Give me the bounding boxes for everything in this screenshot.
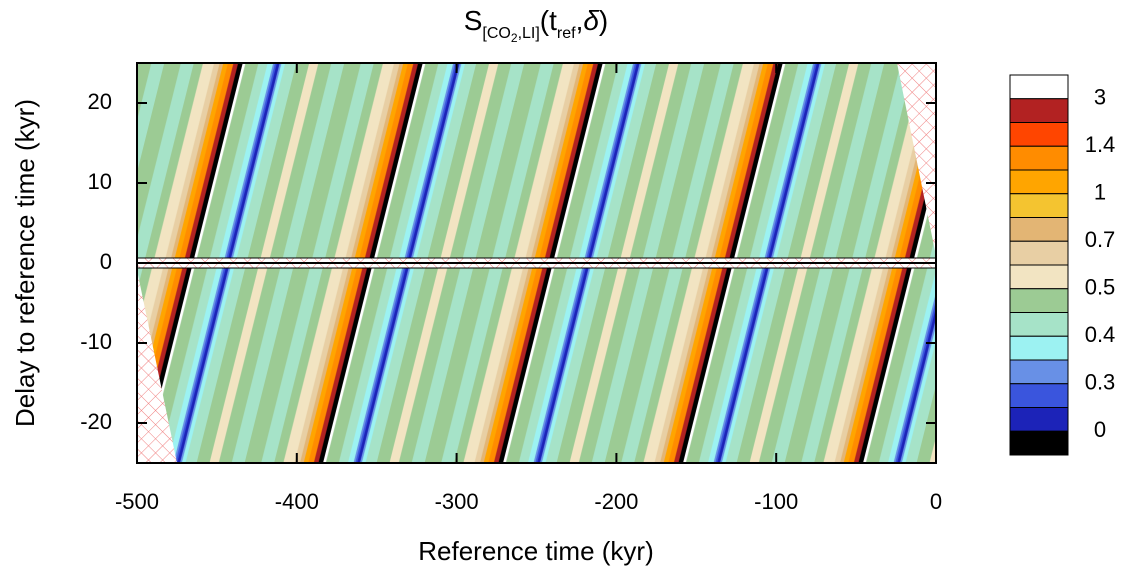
title-part: (t xyxy=(540,5,557,36)
colorbar-box xyxy=(1009,359,1069,385)
x-tick-label: -100 xyxy=(754,489,798,514)
title-part: ,LI] xyxy=(518,25,540,42)
colorbar-box xyxy=(1009,312,1069,337)
colorbar-label: 1.4 xyxy=(1085,132,1116,157)
colorbar-box xyxy=(1009,169,1069,195)
y-tick-label: 0 xyxy=(100,249,112,274)
x-tick-label: 0 xyxy=(930,489,942,514)
title-part: δ xyxy=(583,5,599,36)
title-part: S xyxy=(464,5,483,36)
colorbar-label: 0.3 xyxy=(1085,370,1116,395)
colorbar-label: 3 xyxy=(1094,85,1106,110)
y-axis-label: Delay to reference time (kyr) xyxy=(10,99,40,427)
colorbar-box xyxy=(1009,407,1069,432)
x-tick-label: -300 xyxy=(435,489,479,514)
x-tick-label: -400 xyxy=(275,489,319,514)
colorbar-box xyxy=(1009,217,1069,242)
colorbar-label: 0.5 xyxy=(1085,275,1116,300)
title-part: ) xyxy=(599,5,608,36)
colorbar-label: 0 xyxy=(1094,417,1106,442)
colorbar-box xyxy=(1009,264,1069,290)
colorbar-box xyxy=(1009,145,1069,171)
colorbar-box xyxy=(1009,122,1069,147)
colorbar-box xyxy=(1009,288,1069,313)
y-tick-label: 10 xyxy=(88,169,112,194)
colorbar-label: 1 xyxy=(1094,180,1106,205)
colorbar-box xyxy=(1009,193,1069,218)
colorbar: 3 1.4 1 0.7 0.5 0.4 0.3 0 xyxy=(1009,74,1116,456)
title-part: ref xyxy=(557,25,576,42)
colorbar-box xyxy=(1009,98,1069,123)
colorbar-box xyxy=(1009,240,1069,266)
colorbar-box xyxy=(1009,430,1069,456)
chart-title: S[CO2,LI](tref,δ) xyxy=(464,5,609,45)
masked-region xyxy=(137,270,177,463)
y-tick-label: -20 xyxy=(80,409,112,434)
y-tick-label: -10 xyxy=(80,329,112,354)
x-axis-label: Reference time (kyr) xyxy=(418,536,654,566)
x-tick-label: -500 xyxy=(115,489,159,514)
title-part: , xyxy=(576,5,584,36)
colorbar-label: 0.4 xyxy=(1085,322,1116,347)
colorbar-box xyxy=(1009,74,1069,100)
colorbar-box xyxy=(1009,335,1069,361)
y-tick-label: 20 xyxy=(88,89,112,114)
colorbar-label: 0.7 xyxy=(1085,227,1116,252)
x-tick-label: -200 xyxy=(594,489,638,514)
masked-region xyxy=(897,63,936,256)
title-part: 2 xyxy=(511,31,518,45)
colorbar-box xyxy=(1009,383,1069,408)
title-part: [CO xyxy=(482,25,510,42)
